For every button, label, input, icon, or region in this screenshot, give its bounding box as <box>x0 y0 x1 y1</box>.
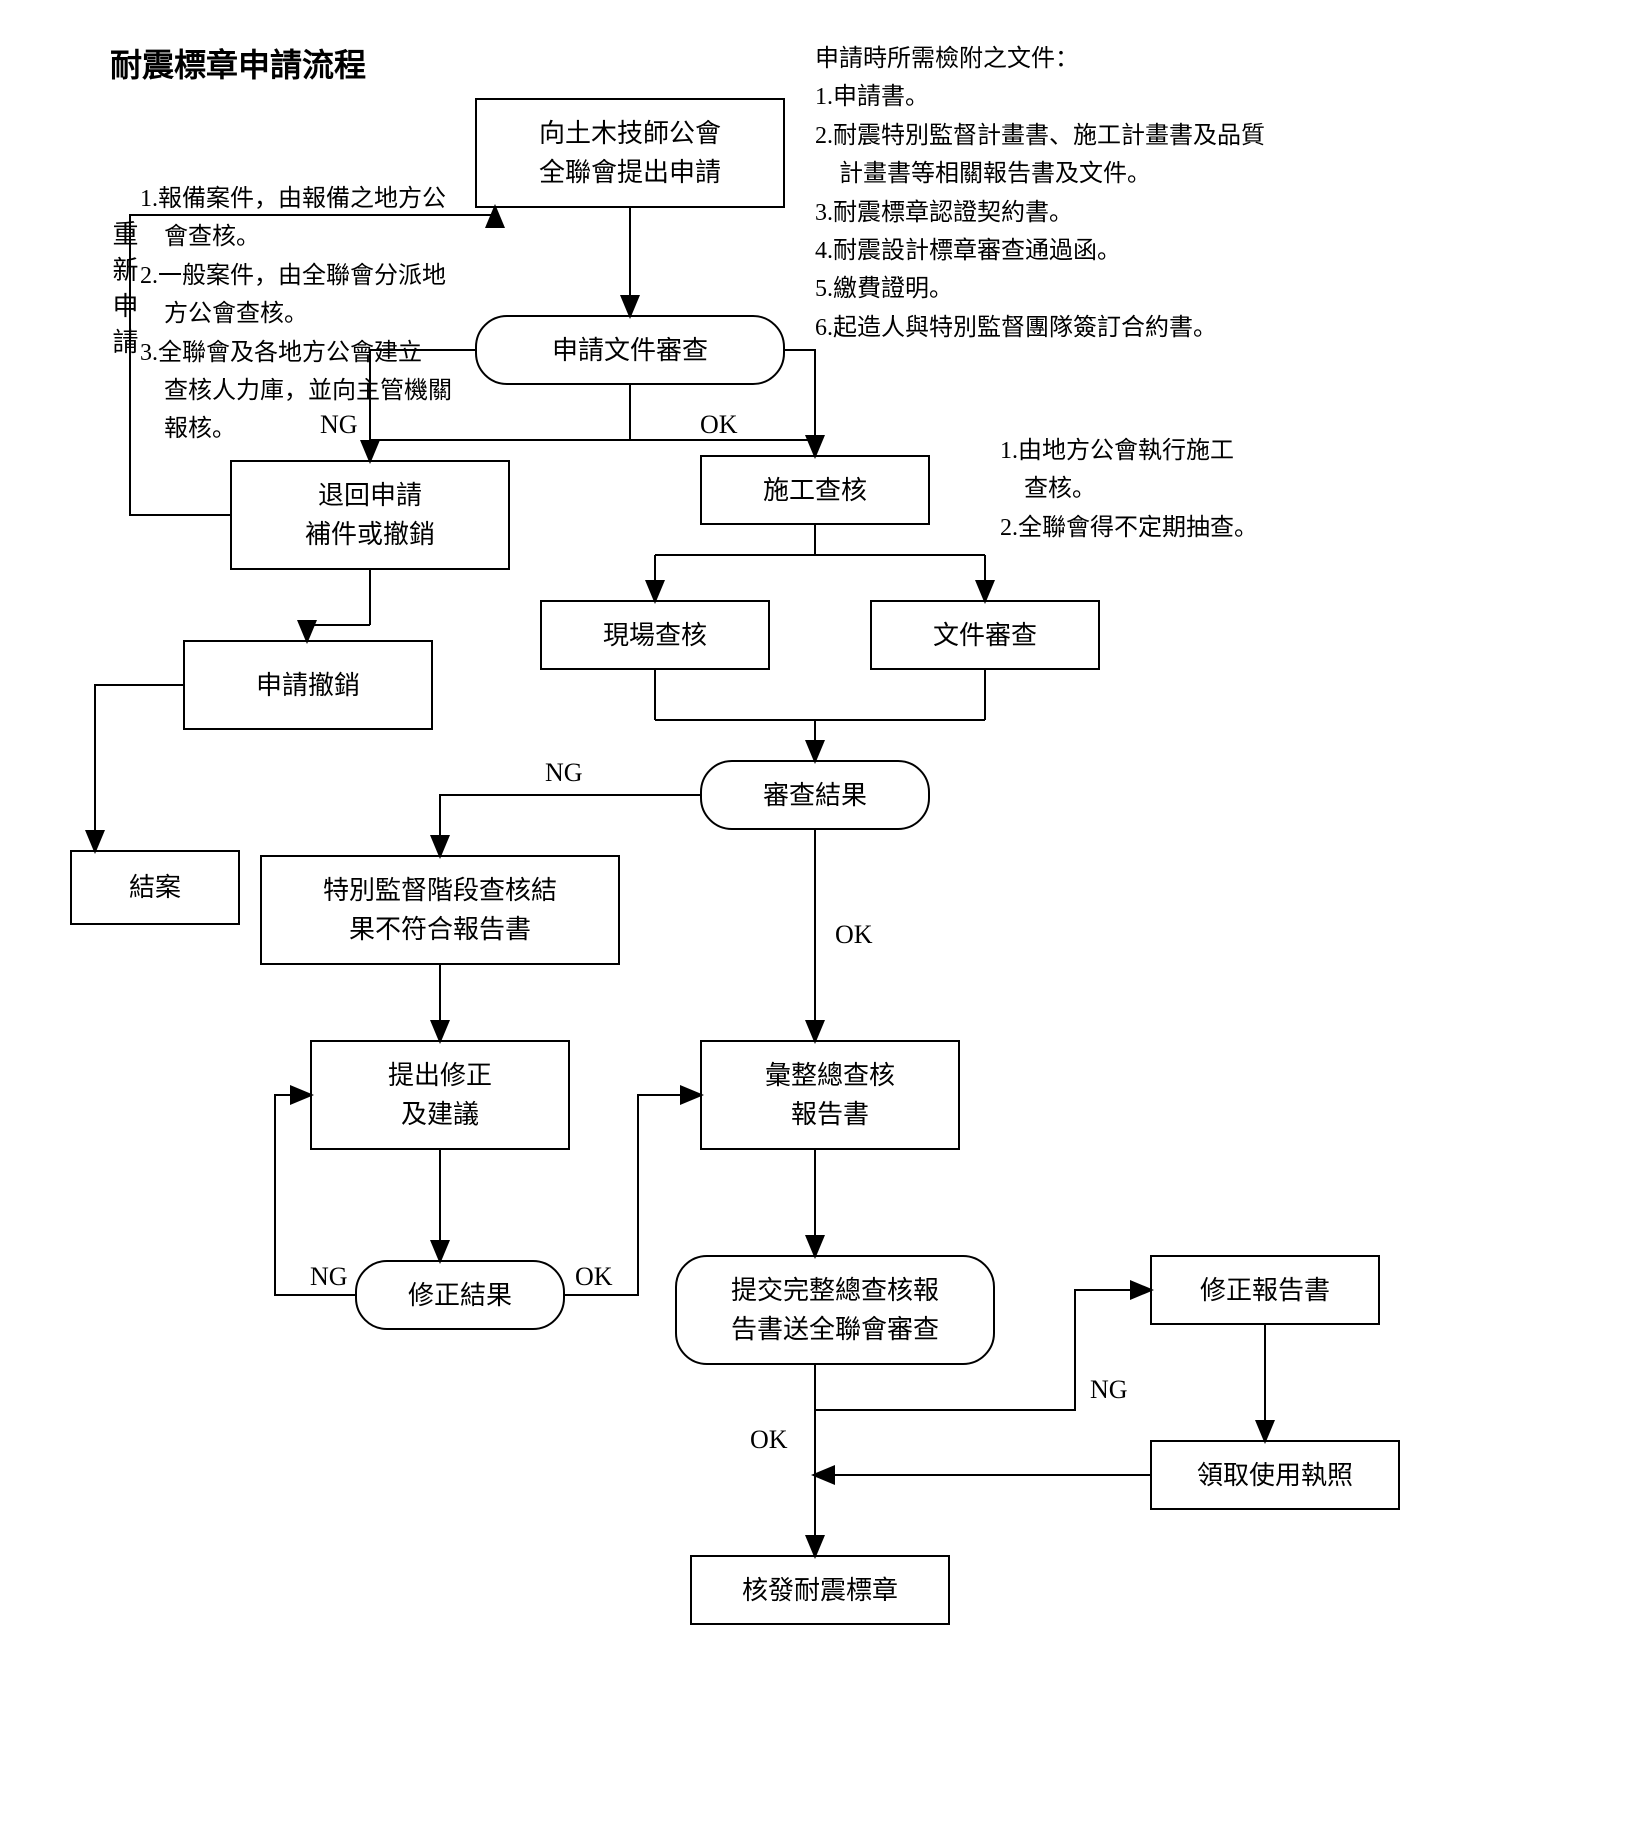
node-doc-review: 申請文件審查 <box>475 315 785 385</box>
label-reapply: 重新申請 <box>105 220 142 364</box>
node-construction: 施工查核 <box>700 455 930 525</box>
node-apply: 向土木技師公會全聯會提出申請 <box>475 98 785 208</box>
node-onsite: 現場查核 <box>540 600 770 670</box>
note-documents: 申請時所需檢附之文件：1.申請書。2.耐震特別監督計畫書、施工計畫書及品質 計畫… <box>815 40 1265 347</box>
node-license: 領取使用執照 <box>1150 1440 1400 1510</box>
note-construction: 1.由地方公會執行施工 查核。2.全聯會得不定期抽查。 <box>1000 432 1258 547</box>
node-fix-result: 修正結果 <box>355 1260 565 1330</box>
label-ng: NG <box>320 410 358 440</box>
node-compile: 彙整總查核報告書 <box>700 1040 960 1150</box>
node-nonconform: 特別監督階段查核結果不符合報告書 <box>260 855 620 965</box>
label-ng: NG <box>545 758 583 788</box>
label-ng: NG <box>310 1262 348 1292</box>
label-ng: NG <box>1090 1375 1128 1405</box>
label-ok: OK <box>835 920 873 950</box>
node-doc-check: 文件審查 <box>870 600 1100 670</box>
node-withdraw: 申請撤銷 <box>183 640 433 730</box>
note-review-types: 1.報備案件，由報備之地方公 會查核。2.一般案件，由全聯會分派地 方公會查核。… <box>140 180 452 449</box>
node-result: 審查結果 <box>700 760 930 830</box>
page-title: 耐震標章申請流程 <box>110 40 366 86</box>
label-ok: OK <box>575 1262 613 1292</box>
node-reject: 退回申請補件或撤銷 <box>230 460 510 570</box>
node-propose: 提出修正及建議 <box>310 1040 570 1150</box>
node-fix-report: 修正報告書 <box>1150 1255 1380 1325</box>
node-close: 結案 <box>70 850 240 925</box>
label-ok: OK <box>700 410 738 440</box>
node-submit: 提交完整總查核報告書送全聯會審查 <box>675 1255 995 1365</box>
node-issue: 核發耐震標章 <box>690 1555 950 1625</box>
label-ok: OK <box>750 1425 788 1455</box>
